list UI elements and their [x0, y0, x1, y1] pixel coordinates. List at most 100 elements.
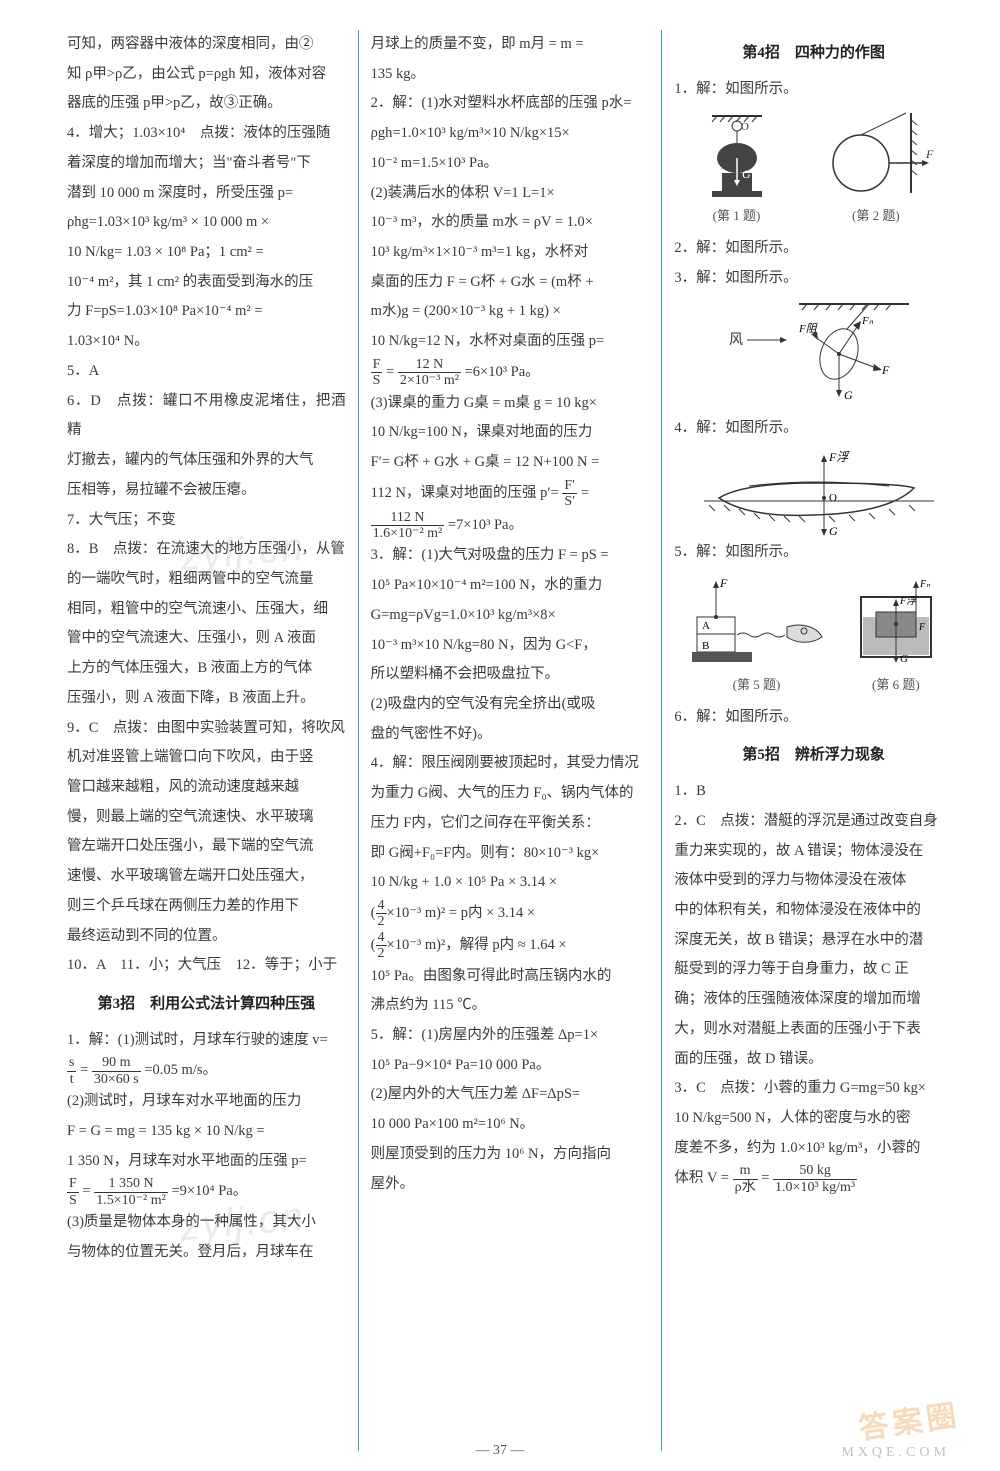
- text-line: 9．C 点拨：由图中实验装置可知，将吹风: [67, 714, 346, 744]
- text-line: 深度无关，故 B 错误；悬浮在水中的潜: [674, 926, 953, 956]
- text-line: 压相等，易拉罐不会被压瘪。: [67, 476, 346, 506]
- text-line: 10⁻⁴ m²，其 1 cm² 的表面受到海水的压: [67, 268, 346, 298]
- text-line: 10 N/kg=12 N，水杯对桌面的压强 p=: [371, 327, 650, 357]
- text-line: 即 G阀+F₀=F内。则有：80×10⁻³ kg×: [371, 839, 650, 869]
- section-4-title: 第4招 四种力的作图: [674, 38, 953, 69]
- text-line: 10⁻² m=1.5×10³ Pa。: [371, 149, 650, 179]
- text-line: 最终运动到不同的位置。: [67, 922, 346, 952]
- text-line: 10³ kg/m³×1×10⁻³ m³=1 kg，水杯对: [371, 238, 650, 268]
- figure-row-1: O G (第 1 题): [674, 108, 953, 230]
- text-line: ρhg=1.03×10³ kg/m³ × 10 000 m ×: [67, 208, 346, 238]
- text-line: 上方的气体压强大，B 液面上方的气体: [67, 654, 346, 684]
- text-line: 2．解：(1)水对塑料水杯底部的压强 p水=: [371, 89, 650, 119]
- text-line: 10 N/kg=500 N，人体的密度与水的密: [674, 1104, 953, 1134]
- figure-1-caption: (第 1 题): [692, 203, 782, 230]
- figure-3-icon: 风 G F Fₙ F阻: [699, 294, 929, 414]
- svg-text:F: F: [719, 576, 728, 590]
- text-line: 10⁵ Pa。由图象可得此时高压锅内水的: [371, 962, 650, 992]
- text-line: m水)g = (200×10⁻³ kg + 1 kg) ×: [371, 297, 650, 327]
- text-line: 沸点约为 115 ℃。: [371, 991, 650, 1021]
- text-line: 10 N/kg + 1.0 × 10⁵ Pa × 3.14 ×: [371, 868, 650, 898]
- text-line: F′= G杯 + G水 + G桌 = 12 N+100 N =: [371, 448, 650, 478]
- text-line: 10．A 11．小；大气压 12．等于；小于: [67, 951, 346, 981]
- figure-5-caption: (第 5 题): [682, 672, 832, 699]
- svg-text:F: F: [918, 622, 926, 633]
- text-line: 10⁻³ m³，水的质量 m水 = ρV = 1.0×: [371, 208, 650, 238]
- text-line: 屋外。: [371, 1170, 650, 1200]
- text-line: 1．B: [674, 777, 953, 807]
- formula-line: st = 90 m30×60 s =0.05 m/s。: [67, 1055, 346, 1087]
- column-1: 可知，两容器中液体的深度相同，由② 知 ρ甲>ρ乙，由公式 p=ρgh 知，液体…: [55, 30, 358, 1451]
- text-line: 10⁵ Pa−9×10⁴ Pa=10 000 Pa。: [371, 1051, 650, 1081]
- formula-line: FS = 12 N2×10⁻³ m² =6×10³ Pa。: [371, 357, 650, 389]
- text-line: 2．C 点拨：潜艇的浮沉是通过改变自身: [674, 807, 953, 837]
- text-line: 度差不多，约为 1.0×10³ kg/m³，小蓉的: [674, 1134, 953, 1164]
- text-line: 4．增大；1.03×10⁴ 点拨：液体的压强随: [67, 119, 346, 149]
- text-line: 6．解：如图所示。: [674, 703, 953, 733]
- text-line: 10 N/kg=100 N，课桌对地面的压力: [371, 418, 650, 448]
- text-line: (2)测试时，月球车对水平地面的压力: [67, 1087, 346, 1117]
- text-line: ρgh=1.0×10³ kg/m³×10 N/kg×15×: [371, 119, 650, 149]
- text-line: 中的体积有关，和物体浸没在液体中的: [674, 896, 953, 926]
- text-line: 1 350 N，月球车对水平地面的压强 p=: [67, 1147, 346, 1177]
- footer-watermark: MXQE.COM: [841, 1445, 950, 1461]
- text-line: 10 N/kg= 1.03 × 10⁸ Pa；1 cm² =: [67, 238, 346, 268]
- svg-text:O: O: [741, 121, 749, 133]
- formula-line: (42×10⁻³ m)² = p内 × 3.14 ×: [371, 898, 650, 930]
- figure-6-caption: (第 6 题): [846, 672, 946, 699]
- formula-line: (42×10⁻³ m)²，解得 p内 ≈ 1.64 ×: [371, 930, 650, 962]
- svg-text:G: G: [900, 653, 908, 665]
- svg-text:F阻: F阻: [798, 323, 818, 335]
- text-line: 10 000 Pa×100 m²=10⁶ N。: [371, 1110, 650, 1140]
- formula-line: FS = 1 350 N1.5×10⁻² m² =9×10⁴ Pa。: [67, 1176, 346, 1208]
- svg-text:G: G: [829, 524, 838, 538]
- text-line: 1.03×10⁴ N。: [67, 327, 346, 357]
- text-line: 面的压强，故 D 错误。: [674, 1045, 953, 1075]
- text-line: 确；液体的压强随液体深度的增加而增: [674, 985, 953, 1015]
- text-line: 压强小，则 A 液面下降，B 液面上升。: [67, 684, 346, 714]
- text-line: 力 F=pS=1.03×10⁸ Pa×10⁻⁴ m² =: [67, 297, 346, 327]
- text-line: 潜到 10 000 m 深度时，所受压强 p=: [67, 179, 346, 209]
- text-line: 相同，粗管中的空气流速小、压强大，细: [67, 595, 346, 625]
- text-line: 知 ρ甲>ρ乙，由公式 p=ρgh 知，液体对容: [67, 60, 346, 90]
- text-line: 大，则水对潜艇上表面的压强小于下表: [674, 1015, 953, 1045]
- svg-text:A: A: [702, 620, 710, 632]
- svg-text:G: G: [844, 388, 853, 402]
- text-line: (2)吸盘内的空气没有完全挤出(或吸: [371, 690, 650, 720]
- text-line: 可知，两容器中液体的深度相同，由②: [67, 30, 346, 60]
- text-line: 管左端开口处压强小，最下端的空气流: [67, 832, 346, 862]
- text-line: 5．解：(1)房屋内外的压强差 Δp=1×: [371, 1021, 650, 1051]
- text-line: 3．C 点拨：小蓉的重力 G=mg=50 kg×: [674, 1074, 953, 1104]
- text-line: (2)装满后水的体积 V=1 L=1×: [371, 179, 650, 209]
- text-line: 月球上的质量不变，即 m月 = m =: [371, 30, 650, 60]
- figure-5-icon: AB F: [682, 572, 832, 672]
- text-line: G=mg=ρVg=1.0×10³ kg/m³×8×: [371, 601, 650, 631]
- text-line: 1．解：如图所示。: [674, 75, 953, 105]
- text-line: (3)质量是物体本身的一种属性，其大小: [67, 1208, 346, 1238]
- page: 可知，两容器中液体的深度相同，由② 知 ρ甲>ρ乙，由公式 p=ρgh 知，液体…: [0, 0, 1000, 1471]
- svg-text:风: 风: [729, 333, 743, 348]
- svg-text:G: G: [742, 167, 751, 181]
- text-line: 10⁻³ m³×10 N/kg=80 N，因为 G<F，: [371, 631, 650, 661]
- section-3-title: 第3招 利用公式法计算四种压强: [67, 989, 346, 1020]
- text-line: F = G = mg = 135 kg × 10 N/kg =: [67, 1117, 346, 1147]
- svg-text:F: F: [881, 363, 890, 377]
- formula-line: 体积 V = mρ水 = 50 kg1.0×10³ kg/m³: [674, 1163, 953, 1195]
- figure-row-2: AB F (第 5 题): [674, 572, 953, 699]
- text-line: 5．A: [67, 357, 346, 387]
- text-line: 管中的空气流速大、压强小，则 A 液面: [67, 624, 346, 654]
- text-line: 重力来实现的，故 A 错误；物体浸没在: [674, 837, 953, 867]
- text-line: 135 kg。: [371, 60, 650, 90]
- text-line: 则三个乒乓球在两侧压力差的作用下: [67, 892, 346, 922]
- text-line: 着深度的增加而增大；当"奋斗者号"下: [67, 149, 346, 179]
- figure-1-icon: O G: [692, 108, 782, 203]
- svg-text:Fₙ: Fₙ: [861, 315, 874, 327]
- text-line: (3)课桌的重力 G桌 = m桌 g = 10 kg×: [371, 389, 650, 419]
- svg-text:O: O: [829, 492, 837, 504]
- text-line: 压力 F内，它们之间存在平衡关系：: [371, 809, 650, 839]
- text-line: 1．解：(1)测试时，月球车行驶的速度 v=: [67, 1026, 346, 1056]
- text-line: 速慢、水平玻璃管左端开口处压强大，: [67, 862, 346, 892]
- figure-4-icon: O F浮 G: [689, 443, 939, 538]
- text-line: 所以塑料桶不会把吸盘拉下。: [371, 660, 650, 690]
- text-line: 5．解：如图所示。: [674, 538, 953, 568]
